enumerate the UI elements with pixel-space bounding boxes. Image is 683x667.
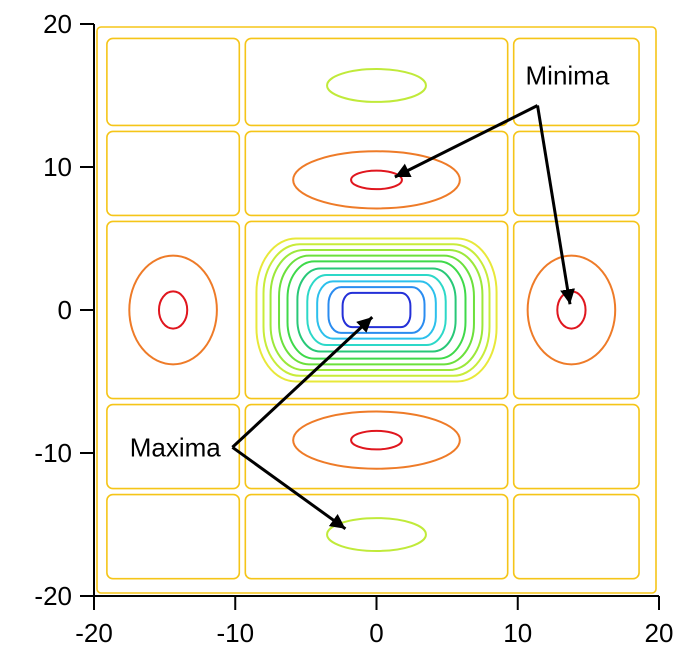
annotations: Minima Maxima [130,60,610,531]
boundary-cell [244,37,509,127]
boundary-cell [244,403,509,490]
boundary-cell [512,220,640,400]
minimum-outer-contour [292,150,461,210]
contour-lines [128,68,617,552]
boundary-contours [96,26,657,594]
y-tick-label: 0 [58,295,72,325]
y-tick-label: 10 [43,152,72,182]
boundary-cell [244,493,509,580]
boundary-cell [512,493,640,580]
boundary-cell [106,37,241,127]
boundary-cell [244,130,509,217]
minimum-inner-contour [350,169,403,191]
boundary-cell [244,220,509,400]
y-tick-label: 20 [43,9,72,39]
minimum-outer-contour [292,410,461,470]
central-maximum-ring [278,254,475,366]
central-maximum-ring [341,291,412,329]
secondary-maximum-contour [326,68,427,103]
x-tick-label: 0 [369,618,383,648]
minimum-outer-contour [128,254,218,366]
annotation-label: Minima [526,60,610,90]
boundary-outer [96,26,657,594]
x-tick-label: 20 [645,618,674,648]
annotation-arrow [231,446,347,531]
annotation-label: Maxima [130,432,222,462]
annotation-arrow [231,316,374,449]
boundary-cell [512,130,640,217]
central-maximum-ring [255,237,498,383]
central-maximum-ring [296,267,457,353]
central-maximum-ring [327,286,426,334]
central-maximum-ring [316,280,437,340]
boundary-cell [106,130,241,217]
minimum-inner-contour [350,429,403,451]
central-maximum-ring [306,273,447,347]
boundary-cell [512,37,640,127]
boundary-cell [106,493,241,580]
boundary-cell [106,220,241,400]
x-tick-label: 10 [503,618,532,648]
y-tick-label: -20 [34,581,72,611]
minimum-outer-contour [526,254,617,366]
boundary-cell [106,403,241,490]
x-tick-label: -10 [216,618,254,648]
secondary-maximum-contour [326,517,427,552]
plot-area [94,24,659,596]
x-tick-label: -20 [75,618,113,648]
annotation-arrow [536,105,575,305]
y-tick-label: -10 [34,438,72,468]
central-maximum-ring [269,248,484,372]
central-maximum-ring [286,260,467,360]
minimum-inner-contour [157,290,189,330]
boundary-cell [512,403,640,490]
central-maximum-ring [262,243,491,377]
annotation-arrow [394,104,539,179]
axis-ticks: -20 -10 0 10 20 -20 -10 0 10 20 [34,9,673,648]
